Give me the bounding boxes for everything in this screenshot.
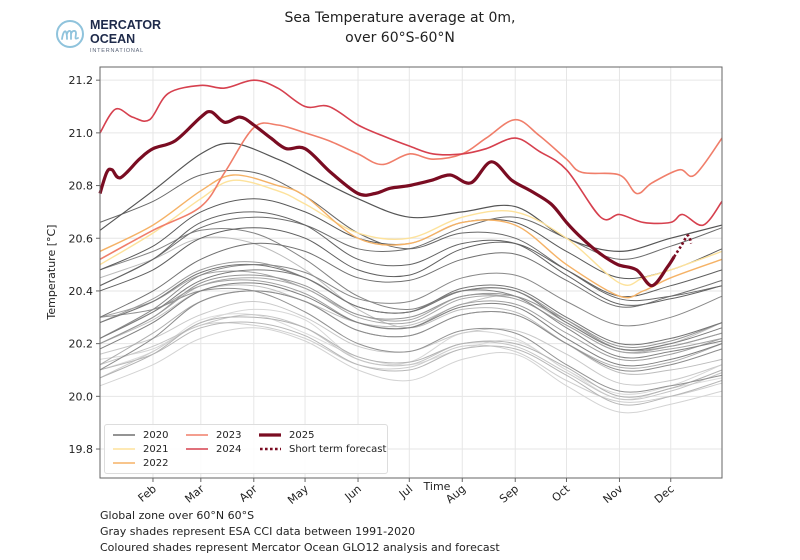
- x-tick-label: Oct: [549, 482, 572, 505]
- y-axis-label: Temperature [°C]: [45, 225, 58, 321]
- legend-label: 2023: [216, 429, 242, 441]
- y-tick-label: 20.8: [69, 180, 94, 193]
- legend-swatch: [260, 447, 281, 451]
- gray-series-2007: [99, 287, 723, 393]
- legend-swatch: [113, 434, 135, 436]
- x-tick-label: Apr: [237, 482, 260, 504]
- legend-swatch: [113, 448, 135, 450]
- legend: 2020 2021 2022 2023 2024 2025 Short term…: [104, 424, 388, 474]
- grid: [100, 67, 722, 478]
- logo-line2: OCEAN: [90, 32, 136, 46]
- y-tick-label: 20.6: [69, 232, 94, 245]
- legend-swatch: [186, 434, 208, 436]
- x-tick-label: Nov: [601, 482, 626, 506]
- series-2020: [99, 142, 723, 252]
- title-line1: Sea Temperature average at 0m,: [284, 10, 516, 26]
- legend-item-2022: 2022: [113, 456, 168, 470]
- footer-line: Coloured shades represent Mercator Ocean…: [100, 541, 500, 554]
- gray-series-2009: [99, 264, 723, 339]
- legend-label: 2025: [289, 429, 315, 441]
- gray-series-2006: [99, 274, 723, 349]
- legend-swatch: [186, 448, 208, 450]
- gray-series-1999: [99, 321, 723, 406]
- x-tick-label: Jul: [396, 482, 415, 501]
- legend-label: 2022: [143, 457, 169, 469]
- gray-series-1994: [99, 322, 723, 403]
- x-axis-label: Time: [423, 480, 451, 493]
- series-2025: [98, 109, 676, 288]
- gray-series-2010: [99, 228, 723, 359]
- y-tick-label: 20.4: [69, 285, 94, 298]
- footer-line: Gray shades represent ESA CCI data betwe…: [100, 525, 416, 538]
- series-2021: [99, 179, 723, 286]
- series-short-term-forecast: [673, 234, 693, 258]
- footer-line: Global zone over 60°N 60°S: [100, 509, 255, 522]
- gray-series-2017: [99, 211, 723, 306]
- gray-series-2014: [99, 242, 723, 318]
- gray-series-2016: [99, 169, 723, 302]
- series-lines: [98, 79, 723, 414]
- gray-series-2012: [99, 269, 723, 351]
- gray-series-2001: [99, 290, 723, 369]
- series-2023: [99, 118, 723, 261]
- gray-series-2004: [99, 279, 723, 362]
- gray-series-2000: [99, 316, 723, 398]
- plot-frame: [99, 66, 723, 479]
- gray-series-1996: [99, 314, 723, 401]
- y-tick-label: 19.8: [69, 443, 94, 456]
- x-tick-label: May: [285, 482, 311, 507]
- gray-series-2013: [99, 263, 723, 346]
- y-tick-label: 20.0: [69, 390, 94, 403]
- legend-label: Short term forecast: [289, 443, 387, 455]
- chart-title: Sea Temperature average at 0m, over 60°S…: [200, 8, 600, 48]
- legend-swatch: [113, 462, 135, 464]
- logo-line1: MERCATOR: [90, 18, 162, 32]
- x-tick-label: Mar: [182, 482, 207, 506]
- x-tick-label: Dec: [652, 482, 677, 506]
- legend-swatch: [259, 433, 281, 437]
- legend-item-2023: 2023: [186, 428, 241, 442]
- x-tick-label: Sep: [497, 482, 521, 505]
- legend-label: 2020: [143, 429, 169, 441]
- legend-item-2025: 2025: [259, 428, 314, 442]
- legend-item-2024: 2024: [186, 442, 241, 456]
- gray-series-1993: [99, 327, 723, 414]
- x-tick-label: Feb: [136, 482, 159, 504]
- mercator-ocean-logo: MERCATOR OCEAN INTERNATIONAL: [55, 18, 205, 58]
- gray-series-2008: [99, 290, 723, 372]
- title-line2: over 60°S-60°N: [345, 30, 455, 46]
- legend-label: 2024: [216, 443, 242, 455]
- footer-notes: Global zone over 60°N 60°S Gray shades r…: [100, 508, 500, 556]
- legend-item-2020: 2020: [113, 428, 168, 442]
- y-tick-label: 20.2: [69, 338, 94, 351]
- legend-item-forecast: Short term forecast: [259, 442, 386, 456]
- mercator-logo-icon: [56, 20, 84, 48]
- logo-wordmark: MERCATOR OCEAN: [90, 18, 161, 46]
- gray-series-2011: [99, 282, 723, 367]
- logo-line3: INTERNATIONAL: [90, 48, 144, 54]
- y-tick-label: 21.2: [69, 74, 94, 87]
- x-tick-label: Jun: [342, 482, 364, 504]
- series-2024: [99, 79, 723, 227]
- y-tick-label: 21.0: [69, 127, 94, 140]
- legend-label: 2021: [143, 443, 169, 455]
- series-2022: [99, 174, 723, 299]
- legend-item-2021: 2021: [113, 442, 168, 456]
